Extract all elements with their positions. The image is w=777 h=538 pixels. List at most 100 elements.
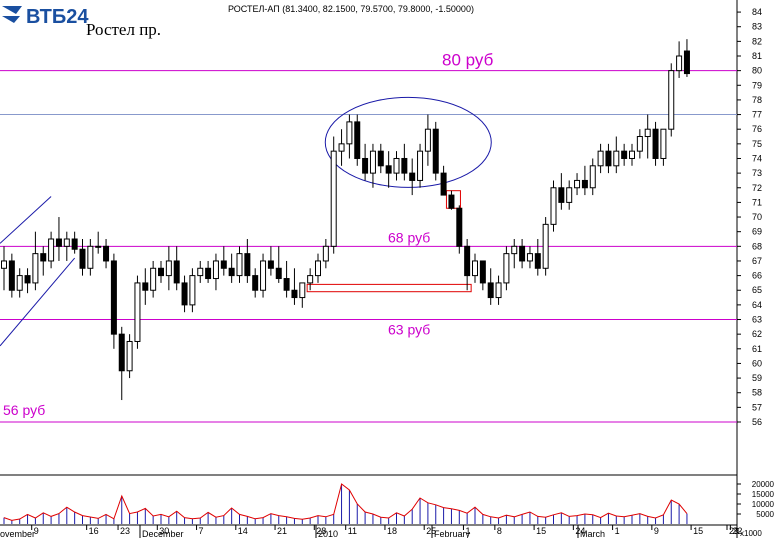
candle-body <box>597 150 604 167</box>
candle-body <box>299 282 306 299</box>
chart-title: Ростел пр. <box>86 20 161 39</box>
candle-body <box>440 172 447 196</box>
price-tick-label: 63 <box>752 315 762 325</box>
price-tick-label: 58 <box>752 388 762 398</box>
candle-body <box>244 253 251 277</box>
candle <box>110 253 117 349</box>
candle-body <box>228 267 235 277</box>
candle <box>8 253 15 298</box>
price-tick-label: 68 <box>752 241 762 251</box>
candle <box>103 239 110 269</box>
candle-body <box>165 260 172 277</box>
candle <box>440 165 447 196</box>
candle <box>464 239 471 291</box>
candle-body <box>613 150 620 167</box>
candle-body <box>432 128 439 174</box>
candle-body <box>519 245 526 262</box>
price-tick-label: 71 <box>752 197 762 207</box>
candle <box>424 114 431 166</box>
candle-body <box>16 275 23 291</box>
logo-text: ВТБ24 <box>26 6 89 28</box>
candle-body <box>134 282 141 342</box>
candle <box>244 239 251 283</box>
date-tick-label: 16 <box>89 526 99 536</box>
candle <box>252 268 259 298</box>
candle <box>40 246 47 276</box>
candle <box>597 143 604 174</box>
price-tick-label: 73 <box>752 168 762 178</box>
candle <box>511 239 518 269</box>
logo-mark-top <box>2 6 22 14</box>
candle-body <box>220 260 227 269</box>
date-tick-label: 30 <box>159 526 169 536</box>
support-rectangle-annotation <box>306 283 472 293</box>
candle <box>283 260 290 298</box>
levels-layer: 80 руб 68 руб 63 руб 56 руб <box>0 51 737 423</box>
candle <box>228 253 235 283</box>
price-tick-label: 59 <box>752 373 762 383</box>
candle-body <box>212 260 219 280</box>
candle <box>605 143 612 174</box>
candle-body <box>291 289 298 299</box>
candle <box>126 334 133 379</box>
candle-body <box>150 267 157 291</box>
level-label-0: 80 руб <box>442 51 494 70</box>
candle-body <box>487 282 494 299</box>
candle <box>354 114 361 166</box>
month-label: 2010 <box>318 529 338 538</box>
candle <box>534 239 541 276</box>
candle <box>621 143 628 166</box>
candle-body <box>189 275 196 306</box>
candle-body <box>558 187 565 203</box>
candle-body <box>32 253 39 284</box>
volume-layer <box>3 483 688 524</box>
price-tick-label: 67 <box>752 256 762 266</box>
candle-body <box>71 238 78 250</box>
price-tick-label: 69 <box>752 227 762 237</box>
candle-body <box>668 70 675 130</box>
candle <box>79 239 86 276</box>
price-tick-label: 80 <box>752 66 762 76</box>
price-tick-label: 72 <box>752 183 762 193</box>
date-tick-label: 29 <box>729 526 739 536</box>
candle <box>393 151 400 181</box>
candle-body <box>260 260 267 291</box>
candle <box>385 151 392 188</box>
candle <box>409 158 416 196</box>
candle <box>495 275 502 305</box>
price-tick-label: 65 <box>752 285 762 295</box>
candle <box>87 239 94 276</box>
candle <box>362 143 369 181</box>
candle <box>158 260 164 283</box>
candle-body <box>158 267 164 277</box>
candle-body <box>417 150 424 181</box>
candle <box>401 143 408 181</box>
candle-body <box>534 253 541 269</box>
candle-body <box>1 260 7 269</box>
price-tick-label: 70 <box>752 212 762 222</box>
candle <box>205 260 212 283</box>
candle <box>1 246 7 291</box>
candle <box>299 282 306 308</box>
candle <box>456 205 463 254</box>
candle <box>63 231 70 261</box>
instrument-quote: РОСТЕЛ-АП (81.3400, 82.1500, 79.5700, 79… <box>228 4 474 14</box>
candle-body <box>472 260 478 277</box>
candle <box>48 231 55 269</box>
price-tick-label: 57 <box>752 402 762 412</box>
candle-body <box>448 194 455 209</box>
volume-line <box>3 483 688 521</box>
candle-body <box>542 223 549 269</box>
candle <box>629 143 635 166</box>
volume-tick-label: 20000 <box>752 480 775 489</box>
candle <box>417 143 424 188</box>
candle-body <box>621 150 628 159</box>
candle <box>212 253 219 291</box>
candle-body <box>87 245 94 269</box>
month-label: March <box>580 529 605 538</box>
candle-body <box>676 55 683 72</box>
candle-body <box>385 165 392 174</box>
top-ellipse-annotation <box>324 96 492 188</box>
level-label-2: 63 руб <box>388 322 430 338</box>
